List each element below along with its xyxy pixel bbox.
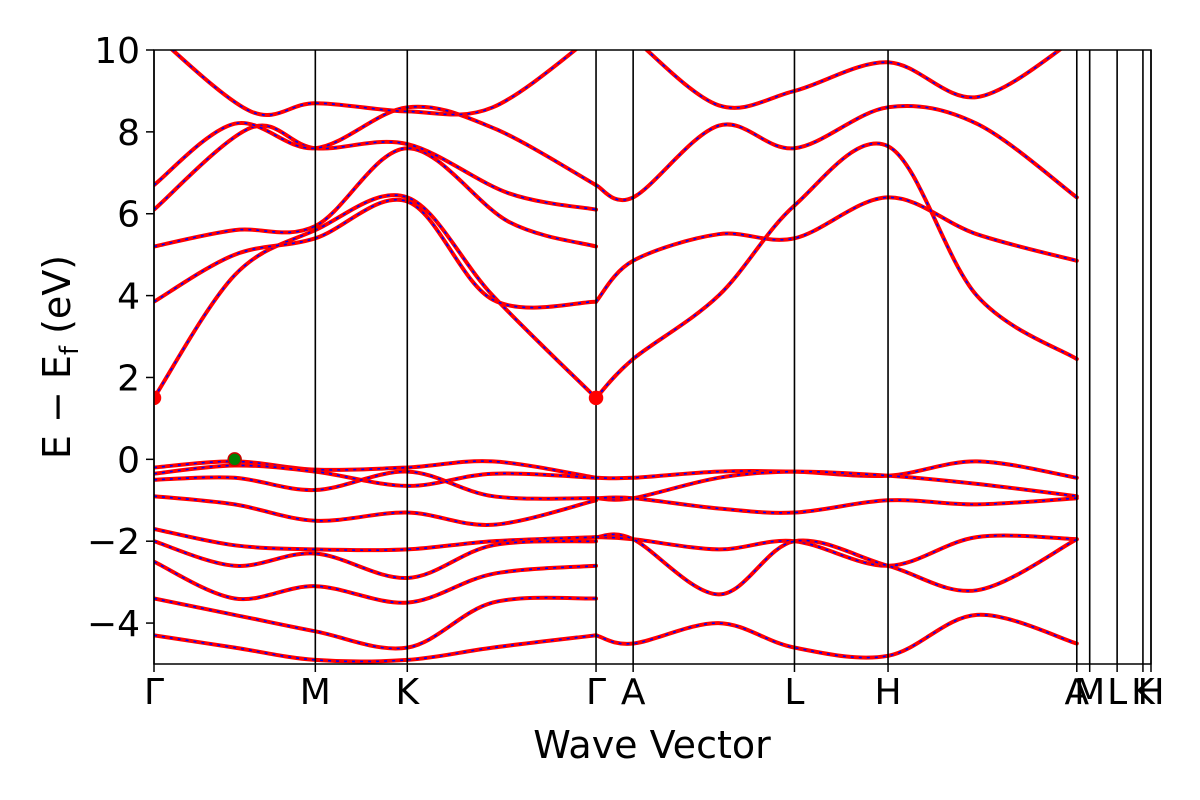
y-axis-ticks: −4 −2 0 2 4 6 8 10 [87,31,154,645]
band-line-18 [643,50,1063,110]
y-tick-label-0: −4 [87,604,140,645]
y-tick-label-5: 6 [117,195,140,236]
band-line-dash-14 [154,634,597,663]
x-tick-label-5: L [784,672,804,713]
y-axis-label-sub: f [55,345,85,355]
cbm-marker-0 [154,390,162,406]
extrema-markers [154,390,604,467]
x-tick-label-1: M [300,672,331,713]
y-axis-label: E − Ef (eV) [35,255,85,459]
x-tick-label-11: H [1137,672,1164,713]
x-tick-label-7: A [1064,672,1089,713]
x-axis-label: Wave Vector [533,723,771,767]
vbm-marker-2 [227,452,242,467]
band-line-dash-4 [154,105,597,186]
band-line-24 [594,612,1079,660]
band-line-dash-1 [154,199,597,309]
band-line-dash-3 [154,124,597,211]
band-line-17 [594,103,1079,202]
x-tick-label-10: K [1131,672,1156,713]
band-line-9 [154,494,598,527]
x-tick-label-6: H [874,672,901,713]
x-tick-label-9: L [1107,672,1127,713]
band-line-dash-18 [645,50,1061,109]
band-line-dash-23 [595,533,1078,596]
x-tick-label-0: Γ [144,672,164,713]
y-tick-label-2: 0 [117,440,140,481]
band-line-dash-21 [595,496,1077,514]
band-line-21 [594,495,1079,515]
band-line-dash-13 [154,596,597,650]
x-tick-label-3: Γ [586,672,606,713]
cbm-marker-1 [588,390,604,406]
band-line-15 [594,195,1079,304]
y-tick-label-7: 10 [94,31,140,72]
y-axis-label-unit: (eV) [35,255,79,346]
band-line-dash-5 [171,50,577,116]
band-line-dash-19 [595,460,1077,480]
band-line-dash-8 [154,470,597,500]
band-line-0 [154,193,598,400]
band-line-dash-6 [154,460,597,479]
band-line-13 [154,595,598,651]
x-tick-label-4: A [621,672,646,713]
band-line-dash-16 [595,142,1078,399]
bands-group [154,50,1079,664]
band-line-11 [154,539,598,581]
y-tick-label-1: −2 [87,522,140,563]
band-line-dash-10 [154,528,597,552]
band-line-5 [169,50,579,118]
x-tick-label-2: K [395,672,420,713]
y-tick-label-3: 2 [117,358,140,399]
band-line-dash-2 [154,147,597,248]
band-line-dash-9 [154,495,597,526]
x-tick-label-8: M [1074,672,1105,713]
band-line-dash-12 [154,560,597,604]
kpoint-lines [153,50,1152,664]
band-line-dash-22 [595,534,1077,567]
y-tick-label-6: 8 [117,113,140,154]
band-line-22 [594,533,1079,568]
plot-frame [153,49,1152,665]
band-line-dash-24 [595,614,1078,659]
band-line-dash-7 [154,464,597,487]
band-line-dash-15 [595,196,1078,303]
band-line-dash-17 [595,105,1078,201]
x-axis-ticks: Γ M K Γ A L H AM L KH [144,664,1165,713]
y-tick-label-4: 4 [117,277,140,318]
band-line-dash-0 [154,194,597,399]
y-axis-label-main: E − E [35,355,79,459]
band-line-16 [594,141,1079,400]
